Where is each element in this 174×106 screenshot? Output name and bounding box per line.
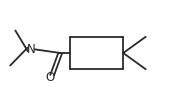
- Text: N: N: [26, 43, 35, 56]
- Text: O: O: [45, 71, 54, 84]
